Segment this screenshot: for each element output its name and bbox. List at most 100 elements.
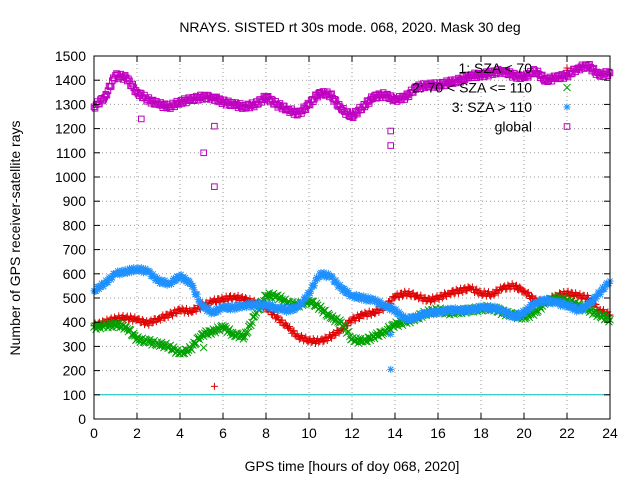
legend-marker bbox=[563, 83, 571, 92]
data-point-interp bbox=[417, 291, 425, 299]
data-point-interp bbox=[183, 348, 192, 357]
data-point-interp bbox=[583, 292, 591, 300]
y-tick-label: 900 bbox=[63, 193, 87, 209]
data-point-interp bbox=[581, 295, 589, 303]
data-point-interp bbox=[173, 310, 181, 318]
outlier-point bbox=[387, 365, 395, 373]
data-point-interp bbox=[161, 314, 169, 322]
data-point-interp bbox=[129, 80, 136, 88]
data-point-interp bbox=[529, 293, 537, 301]
data-point-interp bbox=[182, 304, 190, 312]
data-point-interp bbox=[395, 293, 403, 301]
data-point-interp bbox=[564, 287, 572, 295]
data-point-interp bbox=[512, 281, 520, 289]
data-point-interp bbox=[576, 290, 584, 298]
data-point-interp bbox=[216, 298, 224, 306]
data-point-interp bbox=[388, 302, 396, 310]
data-point-interp bbox=[356, 315, 364, 323]
data-point-interp bbox=[459, 288, 467, 296]
data-point-interp bbox=[239, 335, 248, 343]
data-point-interp bbox=[141, 321, 149, 329]
y-tick-label: 200 bbox=[63, 363, 87, 379]
data-point-interp bbox=[236, 332, 245, 341]
data-point-interp bbox=[487, 292, 495, 300]
data-point-interp bbox=[431, 297, 439, 305]
data-point-interp bbox=[435, 295, 443, 303]
data-point-interp bbox=[99, 97, 106, 105]
outlier-point bbox=[211, 122, 218, 130]
chart-title: NRAYS. SISTED rt 30s mode. 068, 2020. Ma… bbox=[179, 19, 520, 35]
data-point-interp bbox=[286, 323, 294, 331]
data-point-interp bbox=[103, 91, 111, 99]
data-point-interp bbox=[330, 317, 339, 326]
legend-marker bbox=[563, 64, 571, 72]
data-point-interp bbox=[102, 90, 110, 98]
data-point-interp bbox=[468, 283, 476, 291]
data-point-interp bbox=[228, 295, 236, 303]
legend: 1: SZA < 70 2: 70 < SZA <= 110 3: SZA > 11… bbox=[412, 60, 571, 135]
y-tick-label: 100 bbox=[63, 387, 87, 403]
data-point-interp bbox=[504, 281, 512, 289]
x-tick-label: 2 bbox=[133, 425, 141, 441]
data-point-interp bbox=[321, 333, 329, 341]
y-tick-label: 1300 bbox=[55, 96, 86, 112]
y-tick-label: 1500 bbox=[55, 48, 86, 64]
data-point-interp bbox=[569, 293, 577, 301]
data-point-interp bbox=[320, 306, 328, 315]
data-point-interp bbox=[490, 291, 498, 299]
data-point-interp bbox=[290, 327, 298, 335]
data-point-interp bbox=[415, 295, 423, 303]
data-point-interp bbox=[119, 311, 127, 319]
data-point-interp bbox=[129, 329, 138, 338]
series-3 bbox=[90, 264, 614, 325]
data-point-interp bbox=[521, 310, 529, 318]
data-point-interp bbox=[169, 343, 178, 351]
data-point-interp bbox=[299, 300, 307, 308]
data-point-interp bbox=[164, 313, 172, 321]
data-point-interp bbox=[604, 72, 612, 79]
data-point-interp bbox=[517, 75, 525, 82]
data-point-interp bbox=[367, 311, 375, 319]
x-tick-label: 0 bbox=[90, 425, 98, 441]
data-point-interp bbox=[302, 106, 310, 113]
data-point-interp bbox=[371, 310, 379, 318]
data-point-interp bbox=[295, 335, 303, 343]
data-point-interp bbox=[310, 282, 318, 290]
data-point-interp bbox=[349, 313, 357, 321]
data-point-interp bbox=[596, 290, 604, 298]
data-point-interp bbox=[357, 310, 365, 318]
legend-label: 1: SZA < 70 bbox=[458, 60, 532, 76]
data-point-interp bbox=[319, 338, 327, 346]
outlier-point bbox=[387, 142, 394, 149]
data-point-interp bbox=[242, 294, 250, 302]
y-axis-label: Number of GPS receiver-satellite rays bbox=[7, 121, 23, 356]
data-point-interp bbox=[442, 80, 449, 88]
data-point-interp bbox=[308, 297, 317, 306]
data-point-interp bbox=[400, 291, 408, 299]
data-point-interp bbox=[135, 315, 143, 323]
data-point-interp bbox=[293, 330, 301, 338]
y-tick-label: 300 bbox=[63, 338, 87, 354]
outlier-point bbox=[199, 343, 208, 352]
legend-marker bbox=[563, 103, 571, 111]
data-point-interp bbox=[523, 289, 531, 297]
data-point-interp bbox=[332, 331, 340, 339]
y-tick-label: 0 bbox=[78, 411, 86, 427]
data-point-interp bbox=[193, 290, 201, 298]
data-point-interp bbox=[426, 298, 434, 306]
data-point-interp bbox=[438, 294, 446, 302]
outlier-point bbox=[387, 330, 395, 338]
data-point-interp bbox=[600, 306, 608, 314]
outlier-layer bbox=[138, 115, 395, 390]
data-point-interp bbox=[216, 95, 224, 103]
x-tick-label: 22 bbox=[559, 425, 575, 441]
data-point-interp bbox=[303, 294, 311, 302]
y-tick-label: 1000 bbox=[55, 169, 86, 185]
data-point-interp bbox=[344, 327, 353, 336]
series-layer bbox=[90, 61, 614, 358]
data-point-interp bbox=[195, 335, 204, 344]
outlier-point bbox=[387, 127, 394, 135]
data-point-interp bbox=[274, 312, 282, 320]
outlier-point bbox=[200, 149, 207, 157]
